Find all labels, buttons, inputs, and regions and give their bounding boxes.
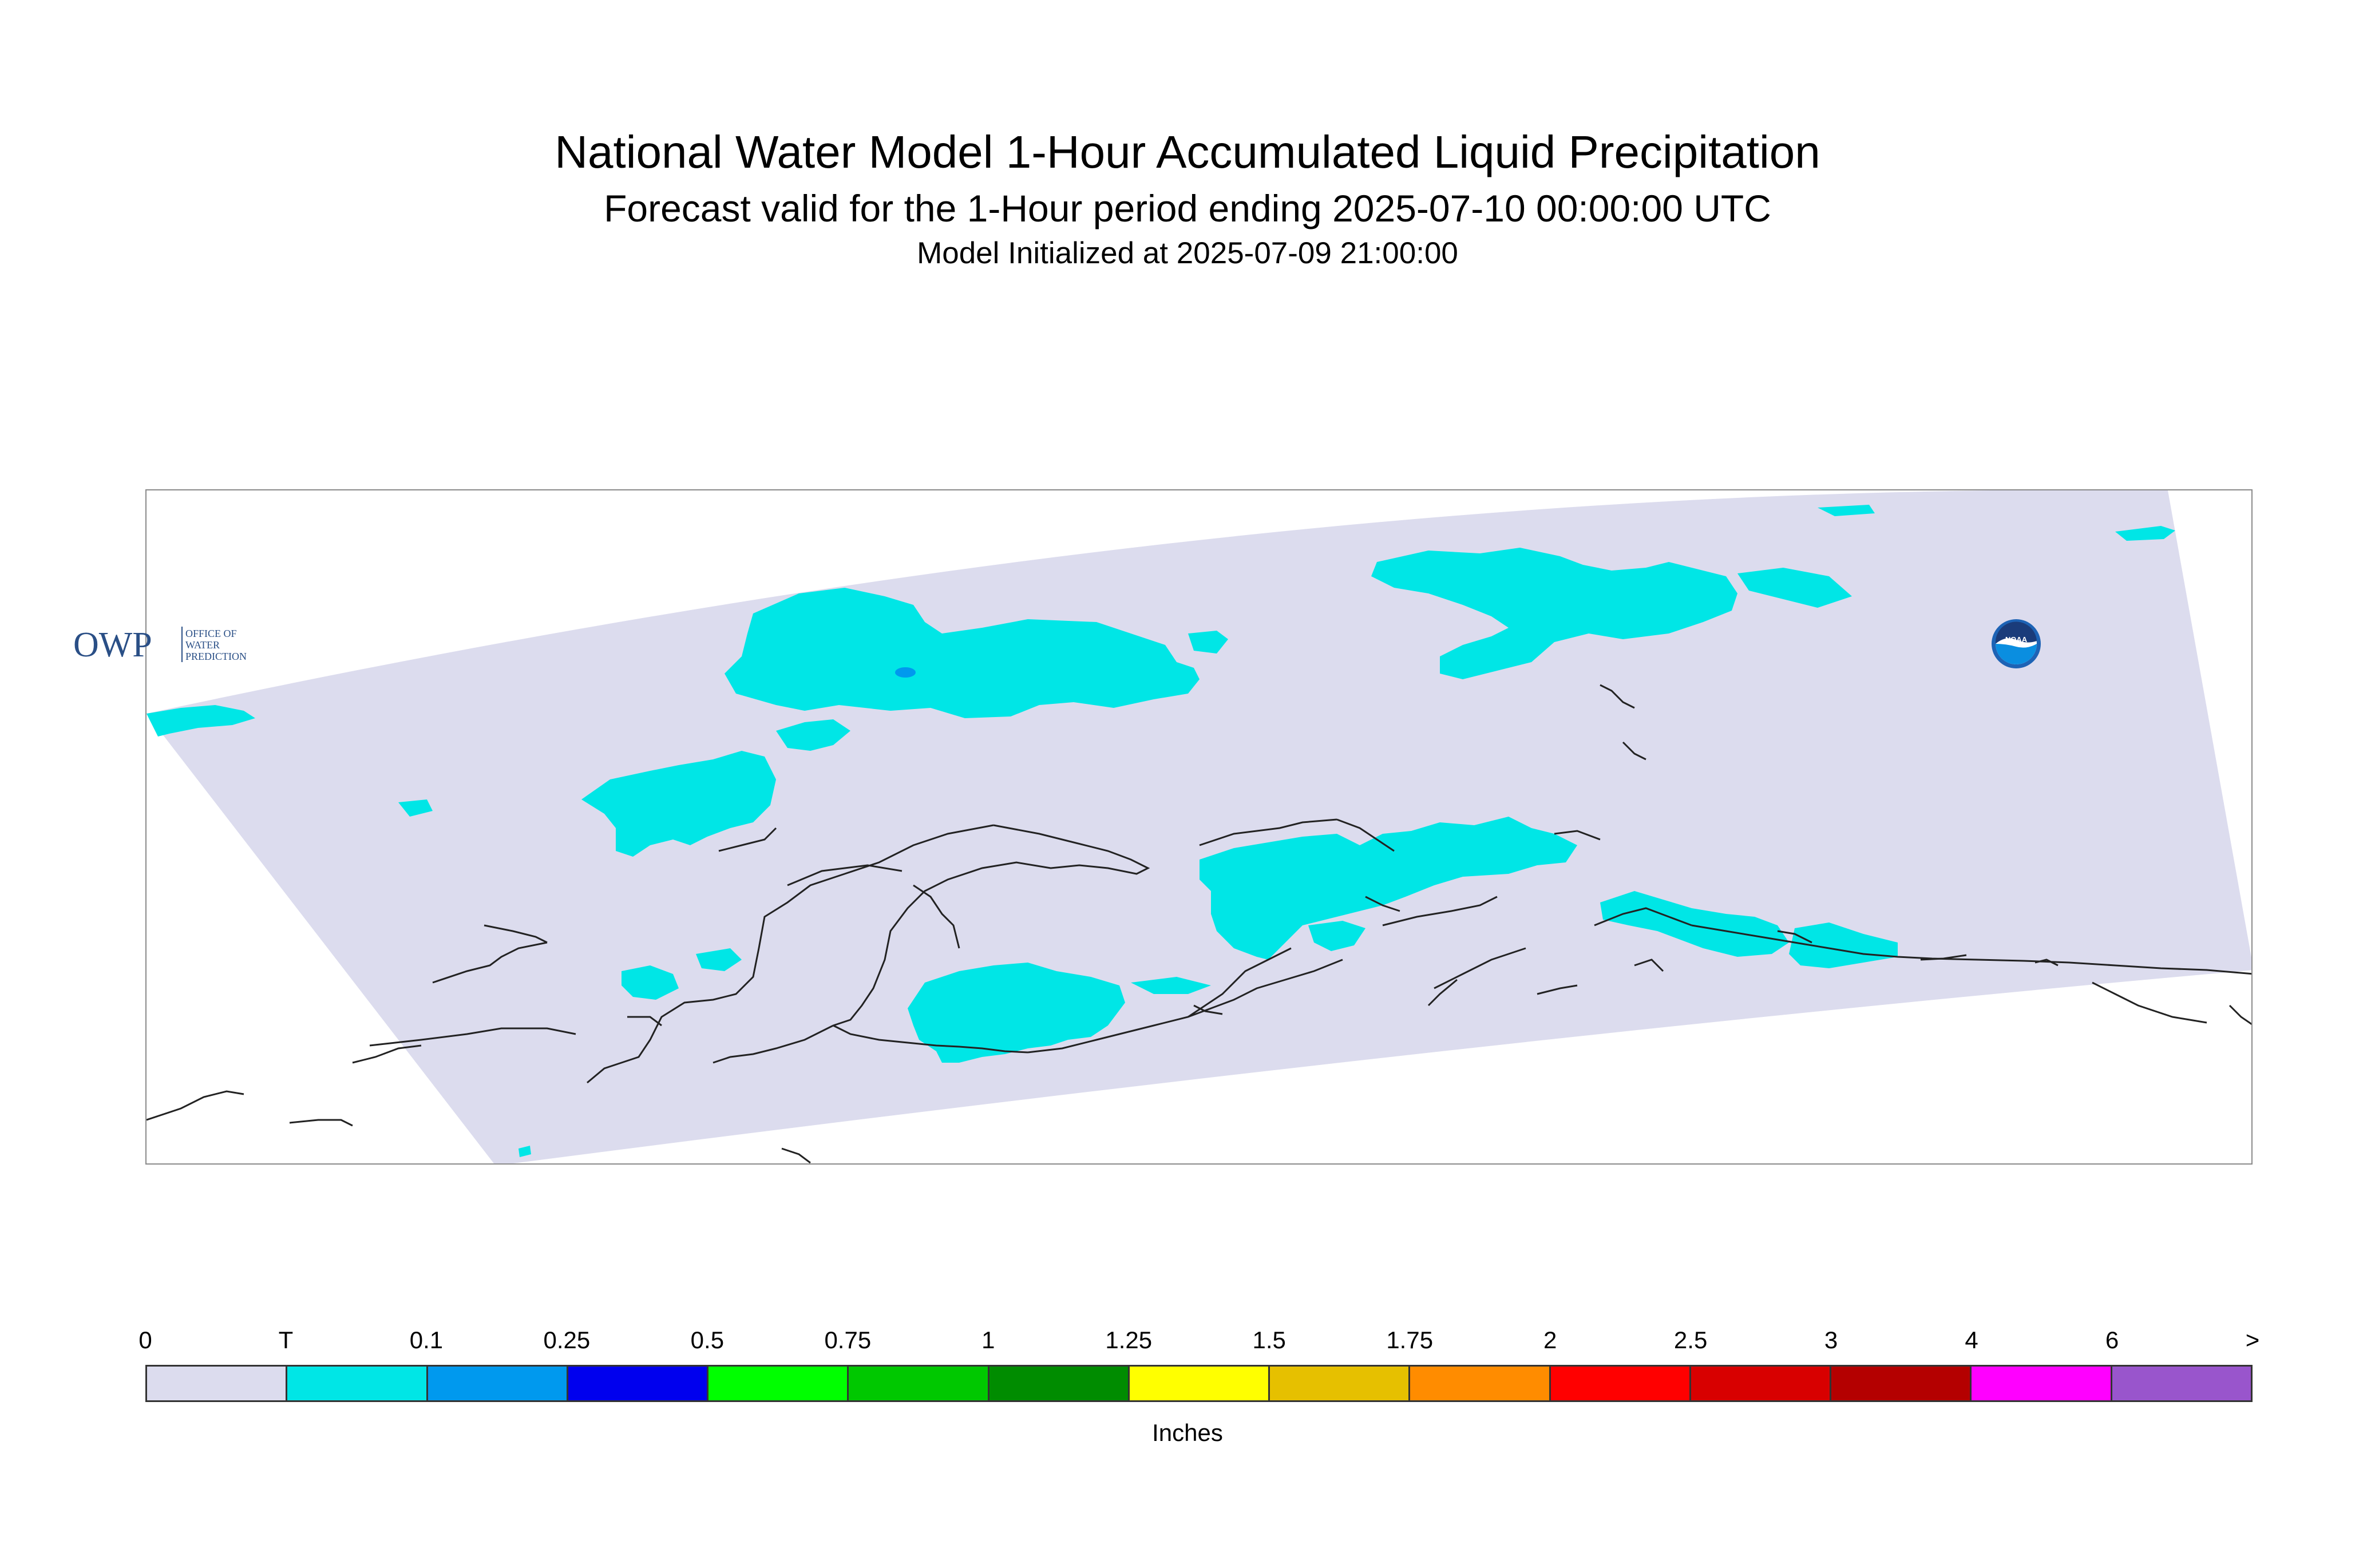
owp-text-line-1: OFFICE OF <box>185 628 237 639</box>
legend-swatch <box>1972 1367 2112 1400</box>
legend-swatch <box>568 1367 709 1400</box>
legend-swatch <box>147 1367 288 1400</box>
legend-swatch <box>1410 1367 1551 1400</box>
legend-tick-label: 0.25 <box>543 1327 591 1353</box>
legend-tick-label: 6 <box>2105 1327 2119 1353</box>
owp-mark: OWP <box>73 625 152 664</box>
precip-area <box>398 799 433 817</box>
legend-tick-label: T <box>278 1327 294 1353</box>
legend-tick-label: 2.5 <box>1673 1327 1708 1353</box>
legend-swatch <box>989 1367 1130 1400</box>
precip-area <box>1737 568 1852 608</box>
precip-area <box>2115 526 2175 541</box>
legend-tick-label: 4 <box>1965 1327 1978 1353</box>
precip-area <box>1600 891 1789 957</box>
precip-area <box>725 588 1200 718</box>
legend-tick-label: 2 <box>1543 1327 1557 1353</box>
legend-swatch <box>287 1367 428 1400</box>
map-subtitle: Forecast valid for the 1-Hour period end… <box>604 187 1771 229</box>
legend-tick-label: 1.75 <box>1386 1327 1434 1353</box>
precip-area <box>147 705 255 737</box>
coastlines <box>147 684 2251 1163</box>
precip-area <box>518 1146 531 1157</box>
legend-swatch <box>708 1367 849 1400</box>
owp-text-line-2: WATER <box>185 639 220 651</box>
legend-tick-label: 3 <box>1824 1327 1838 1353</box>
legend-tick-label: 1.5 <box>1252 1327 1286 1353</box>
precip-area <box>581 751 776 857</box>
legend-swatch <box>1831 1367 1972 1400</box>
legend-tick-label: 0.75 <box>824 1327 872 1353</box>
precip-area <box>908 963 1125 1063</box>
precip-area <box>1308 921 1365 951</box>
legend-tick-label: 0 <box>138 1327 152 1353</box>
legend-swatch <box>1270 1367 1411 1400</box>
precip-area <box>696 948 742 971</box>
precip-area <box>1131 977 1211 994</box>
precip-area <box>1200 817 1577 960</box>
legend-tick-label: 0.1 <box>409 1327 444 1353</box>
legend-swatch <box>1691 1367 1832 1400</box>
precipitation-map <box>145 489 2253 1165</box>
owp-text-line-3: PREDICTION <box>185 651 247 662</box>
model-domain <box>147 490 2251 1163</box>
legend-swatch <box>2112 1367 2251 1400</box>
precip-area <box>1188 631 1228 654</box>
legend-swatch <box>428 1367 568 1400</box>
legend-tick-label: 1 <box>981 1327 995 1353</box>
legend-swatch <box>1129 1367 1270 1400</box>
owp-logo: OWP OFFICE OF WATER PREDICTION <box>73 625 247 664</box>
legend-tick-label: 0.5 <box>690 1327 725 1353</box>
precip-spot-0-1 <box>895 667 916 678</box>
legend-swatch <box>1550 1367 1691 1400</box>
precip-area <box>1789 922 1898 968</box>
precip-area <box>622 965 679 1000</box>
noaa-wordmark: NOAA <box>2005 635 2028 644</box>
precip-area <box>1818 505 1875 516</box>
model-init-line: Model Initialized at 2025-07-09 21:00:00 <box>917 236 1458 270</box>
map-title: National Water Model 1-Hour Accumulated … <box>555 126 1820 177</box>
precip-area <box>776 719 850 751</box>
legend-tick-label: > <box>2245 1327 2260 1353</box>
legend-units: Inches <box>1152 1419 1223 1446</box>
precip-area <box>1371 548 1737 679</box>
legend-swatch <box>849 1367 989 1400</box>
noaa-logo: NOAA <box>1992 619 2041 668</box>
legend-tick-label: 1.25 <box>1105 1327 1153 1353</box>
precipitation-areas <box>147 505 2175 1157</box>
legend-colorbar <box>145 1365 2253 1402</box>
map-canvas <box>147 490 2251 1163</box>
